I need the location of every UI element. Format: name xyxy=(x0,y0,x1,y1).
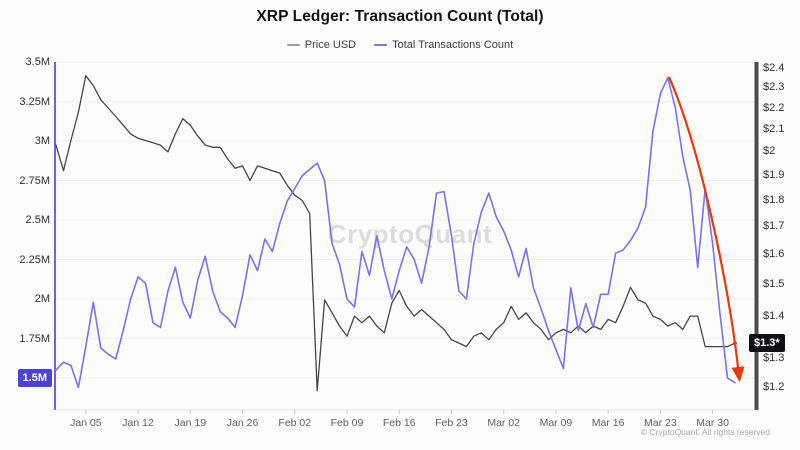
left-axis-label: 3.25M xyxy=(19,95,50,108)
right-axis-label: $1.3 xyxy=(763,351,785,364)
transactions-line xyxy=(55,77,736,389)
right-axis-label: $1.5 xyxy=(763,277,785,290)
left-axis-label: 3M xyxy=(34,135,50,147)
copyright-text: © CryptoQuant. All rights reserved xyxy=(640,427,770,437)
legend-item-transactions[interactable]: Total Transactions Count xyxy=(374,39,513,51)
legend-item-price[interactable]: Price USD xyxy=(286,39,357,51)
x-axis-label: Mar 30 xyxy=(696,417,729,429)
trend-arrow xyxy=(667,76,745,383)
left-axis-label: 2.5M xyxy=(25,214,50,226)
right-axis-label: $1.4 xyxy=(763,309,785,322)
left-axis-label: 3.5M xyxy=(25,56,50,68)
right-axis-current-badge: $1.3* xyxy=(749,334,785,353)
x-axis-label: Jan 26 xyxy=(226,417,259,429)
right-axis-label: $2.2 xyxy=(763,101,785,114)
x-axis-label: Feb 16 xyxy=(382,417,416,429)
legend-label-price: Price USD xyxy=(304,39,357,51)
right-axis-label: $2 xyxy=(763,145,776,158)
right-axis-label: $1.9 xyxy=(763,169,785,181)
x-axis-label: Mar 09 xyxy=(539,417,573,429)
x-axis-label: Mar 16 xyxy=(591,417,625,429)
x-axis-label: Feb 02 xyxy=(278,417,312,429)
right-axis-label: $1.6 xyxy=(763,248,785,261)
x-axis-label: Jan 19 xyxy=(174,417,207,429)
x-axis-label: Jan 12 xyxy=(122,417,154,429)
right-axis-label: $1.7 xyxy=(763,220,785,233)
left-axis-label: 1.75M xyxy=(19,332,50,345)
right-axis-label: $2.1 xyxy=(763,122,785,135)
x-axis-label: Feb 23 xyxy=(435,417,468,429)
x-axis-label: Feb 09 xyxy=(330,417,364,429)
price-line-swatch-icon xyxy=(286,44,300,46)
left-axis-label: 2.75M xyxy=(19,174,50,187)
right-axis-label: $1.2 xyxy=(763,380,785,393)
right-axis-label: $2.3 xyxy=(763,81,785,94)
right-axis-label: $1.8 xyxy=(763,193,785,206)
transactions-line-swatch-icon xyxy=(374,44,388,46)
left-axis-label: 2M xyxy=(34,293,50,305)
legend-label-transactions: Total Transactions Count xyxy=(392,39,514,51)
right-axis-label: $2.4 xyxy=(763,61,785,74)
x-axis-label: Mar 23 xyxy=(644,417,677,429)
legend: Price USD Total Transactions Count xyxy=(0,39,800,51)
x-axis-label: Jan 05 xyxy=(70,417,102,429)
left-axis-label: 2.25M xyxy=(19,253,50,266)
price-line xyxy=(55,75,736,392)
x-axis-label: Mar 02 xyxy=(487,417,521,429)
chart-title: XRP Ledger: Transaction Count (Total) xyxy=(256,8,544,25)
left-axis-current-badge: 1.5M xyxy=(17,369,52,388)
